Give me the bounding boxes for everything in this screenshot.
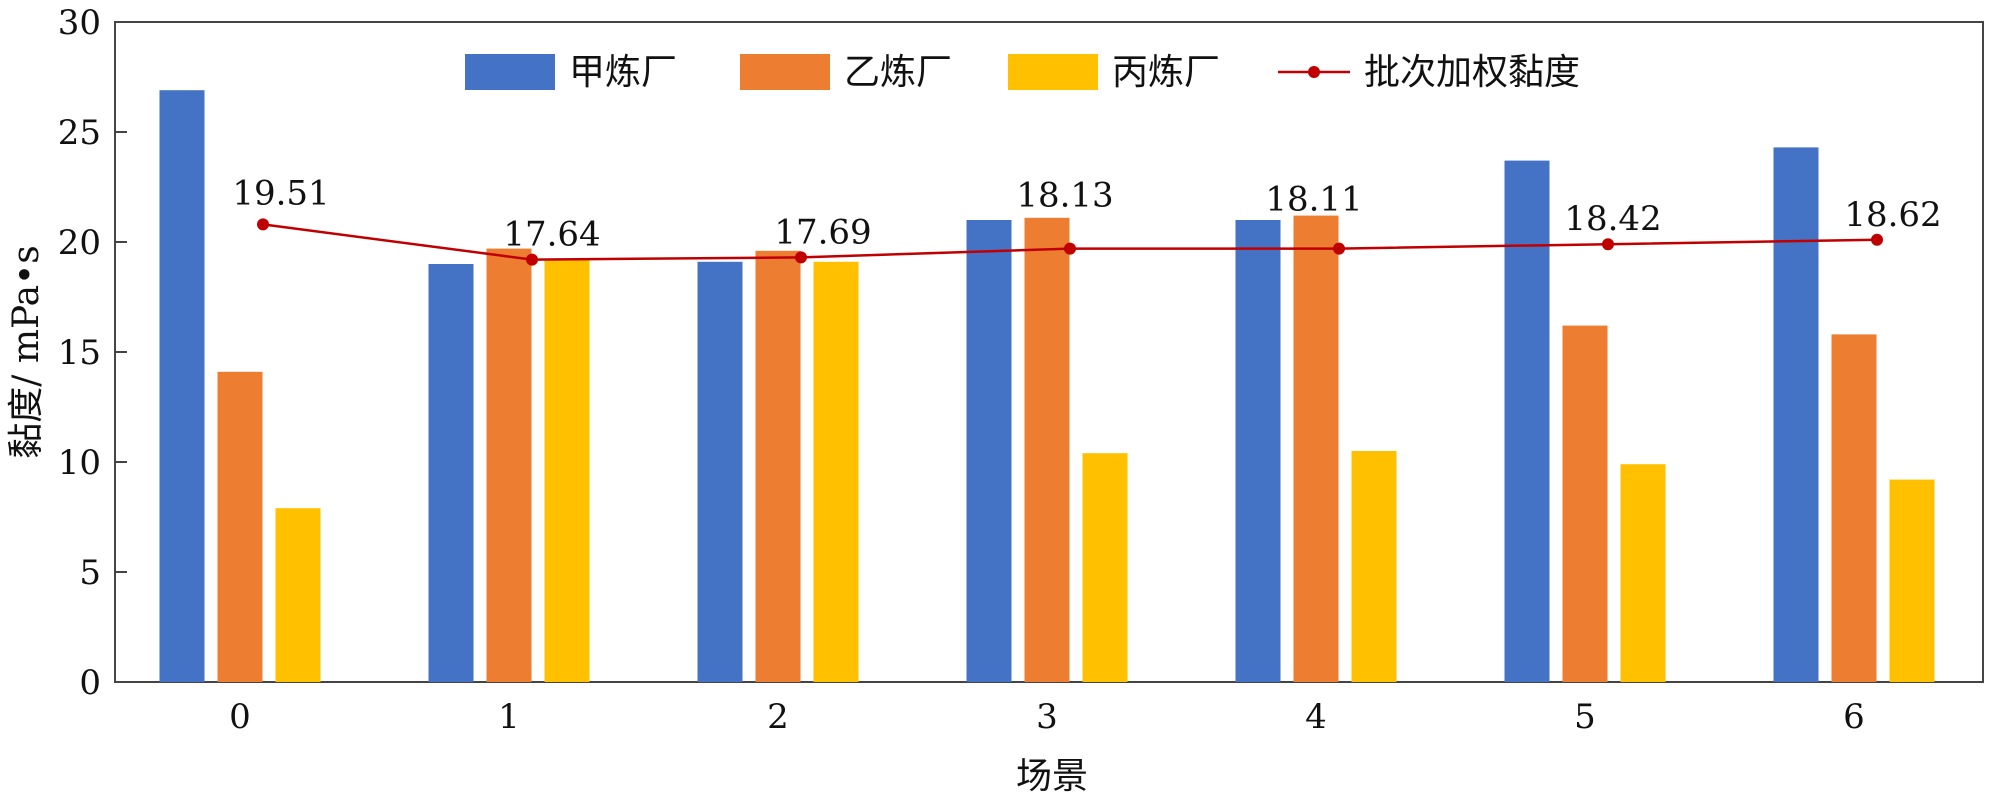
legend-label-2: 丙炼厂	[1112, 52, 1220, 93]
bar-1-5	[1562, 325, 1608, 682]
bar-0-0	[159, 90, 205, 682]
bar-2-4	[1351, 451, 1397, 682]
line-point-5	[1602, 238, 1614, 251]
bar-1-2	[755, 250, 801, 683]
x-tick-label: 6	[1843, 697, 1865, 737]
bar-2-6	[1889, 479, 1935, 682]
legend-swatch-2	[1008, 54, 1098, 90]
y-tick-label: 30	[58, 3, 101, 43]
line-point-3	[1064, 242, 1076, 255]
bar-1-3	[1024, 217, 1070, 683]
line-point-6	[1871, 233, 1883, 246]
y-tick-label: 15	[58, 333, 101, 373]
line-point-1	[526, 253, 538, 266]
y-tick-label: 5	[79, 553, 101, 593]
data-label-2: 17.69	[774, 212, 871, 252]
y-tick-label: 0	[79, 663, 101, 703]
data-label-0: 19.51	[232, 173, 329, 213]
y-axis-title: 黏度/ mPa•s	[6, 245, 47, 459]
bar-1-1	[486, 248, 532, 682]
bar-1-6	[1831, 334, 1877, 682]
data-labels: 19.51 17.64 17.69 18.13 18.11 18.42 18.62	[232, 173, 1941, 254]
bar-0-1	[428, 264, 474, 682]
x-axis-title: 场景	[1016, 756, 1088, 797]
x-tick-label: 0	[229, 697, 251, 737]
y-tick-label: 10	[58, 443, 101, 483]
bar-2-1	[544, 259, 590, 682]
bar-1-4	[1293, 215, 1339, 682]
y-tick-label: 20	[58, 223, 101, 263]
bar-0-2	[697, 261, 743, 682]
bar-0-4	[1235, 220, 1281, 682]
x-tick-label: 4	[1305, 697, 1327, 737]
legend-label-3: 批次加权黏度	[1364, 52, 1580, 93]
x-axis: 0 1 2 3 4 5 6	[229, 670, 1865, 737]
line-series	[257, 218, 1883, 266]
data-label-5: 18.42	[1564, 199, 1661, 239]
bar-0-3	[966, 220, 1012, 682]
legend-label-1: 乙炼厂	[844, 52, 952, 93]
line-point-0	[257, 218, 269, 231]
bar-2-2	[813, 261, 859, 682]
bar-0-6	[1773, 147, 1819, 682]
bar-2-3	[1082, 453, 1128, 682]
legend: 甲炼厂 乙炼厂 丙炼厂 批次加权黏度	[465, 52, 1580, 93]
data-label-4: 18.11	[1265, 180, 1362, 220]
data-label-1: 17.64	[503, 215, 600, 255]
legend-marker-3	[1308, 66, 1320, 78]
bar-2-0	[275, 508, 321, 682]
bar-group	[159, 90, 1935, 683]
line-point-2	[795, 251, 807, 264]
y-axis: 0 5 10 15 20 25 30	[58, 3, 127, 703]
plot-area: 0 5 10 15 20 25 30 0 1 2 3 4 5 6 19.51 17.64 17.69 18.1…	[58, 3, 1984, 737]
legend-label-0: 甲炼厂	[569, 52, 677, 93]
legend-swatch-0	[465, 54, 555, 90]
bar-2-5	[1620, 464, 1666, 682]
legend-swatch-1	[740, 54, 830, 90]
bar-1-0	[217, 371, 263, 682]
data-label-3: 18.13	[1016, 176, 1113, 216]
y-tick-label: 25	[58, 113, 101, 153]
bar-0-5	[1504, 160, 1550, 683]
x-tick-label: 2	[767, 697, 789, 737]
x-tick-label: 1	[498, 697, 520, 737]
line-point-4	[1333, 242, 1345, 255]
x-tick-label: 5	[1574, 697, 1596, 737]
data-label-6: 18.62	[1844, 195, 1941, 235]
x-tick-label: 3	[1036, 697, 1058, 737]
